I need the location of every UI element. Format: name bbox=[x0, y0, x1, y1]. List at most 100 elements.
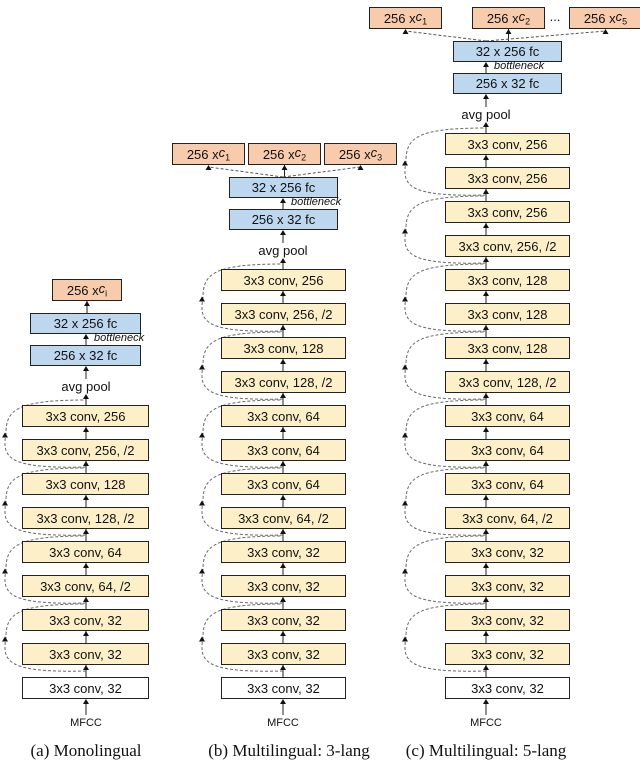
arrow-head-icon bbox=[280, 393, 286, 398]
arrow-head-icon bbox=[402, 296, 408, 302]
fc-32x256-b: 32 x 256 fc bbox=[229, 177, 338, 198]
conv-layer-b-6: 3x3 conv, 64 bbox=[221, 473, 346, 495]
conv-layer-c-0: 3x3 conv, 256 bbox=[445, 133, 570, 155]
layer-label: 3x3 conv, 32 bbox=[49, 680, 122, 696]
output-dim: 256 x bbox=[383, 10, 416, 26]
layer-label: 3x3 conv, 256, /2 bbox=[234, 306, 333, 322]
arrow-head-icon bbox=[2, 432, 8, 438]
arrow-head-icon bbox=[483, 359, 489, 364]
layer-label: 3x3 conv, 128 bbox=[45, 476, 126, 492]
avg-pool-b: avg pool bbox=[258, 243, 307, 258]
skip-connection bbox=[4, 467, 87, 536]
conv-layer-c-6: 3x3 conv, 128 bbox=[445, 337, 570, 359]
arrow-head-icon bbox=[83, 427, 89, 432]
layer-label: 3x3 conv, 64 bbox=[471, 408, 544, 424]
arrow-head-icon bbox=[280, 198, 286, 203]
arrow-head-icon bbox=[483, 122, 489, 127]
layer-label: 3x3 conv, 256, /2 bbox=[36, 442, 135, 458]
caption-b: (b) Multilingual: 3-lang bbox=[208, 741, 369, 761]
fc-256x32-b: 256 x 32 fc bbox=[229, 209, 338, 230]
arrow-head-icon bbox=[483, 597, 489, 602]
output-dim: 256 x bbox=[583, 10, 616, 26]
arrow-head-icon bbox=[402, 160, 408, 166]
arrow-head-icon bbox=[280, 359, 286, 364]
layer-label: 3x3 conv, 256 bbox=[45, 408, 126, 424]
arrow-head-icon bbox=[281, 165, 288, 170]
fc-label: 256 x 32 fc bbox=[251, 212, 316, 227]
arrow-head-icon bbox=[83, 461, 89, 466]
layer-label: 3x3 conv, 64 bbox=[247, 442, 320, 458]
output-layer-c-2: 256 x c5 bbox=[569, 7, 640, 29]
conv-layer-c-12: 3x3 conv, 32 bbox=[445, 541, 570, 563]
layer-label: 3x3 conv, 32 bbox=[247, 544, 320, 560]
caption-text: (b) Multilingual: 3-lang bbox=[208, 741, 370, 760]
arrow-head-icon bbox=[402, 432, 408, 438]
arrow-head-icon bbox=[483, 529, 489, 534]
output-layer-c-0: 256 x c1 bbox=[369, 7, 442, 29]
input-text: MFCC bbox=[470, 717, 502, 729]
skip-connection bbox=[201, 603, 284, 672]
layer-label: 3x3 conv, 128, /2 bbox=[234, 374, 333, 390]
arrow-head-icon bbox=[483, 62, 489, 67]
arrow-head-icon bbox=[83, 394, 89, 399]
conv-layer-a-5: 3x3 conv, 64, /2 bbox=[22, 575, 149, 597]
layer-label: 3x3 conv, 64 bbox=[471, 476, 544, 492]
arrow-head-icon bbox=[483, 563, 489, 568]
fc-256x32-a: 256 x 32 fc bbox=[30, 345, 141, 366]
arrow-head-icon bbox=[357, 165, 364, 170]
arrow-head-icon bbox=[280, 325, 286, 330]
arrow-head-icon bbox=[84, 301, 90, 306]
layer-label: 3x3 conv, 256 bbox=[467, 204, 548, 220]
conv-layer-b-1: 3x3 conv, 256, /2 bbox=[221, 303, 346, 325]
layer-label: 3x3 conv, 128 bbox=[467, 340, 548, 356]
class-count-var: c5 bbox=[615, 9, 628, 27]
fc-label: 256 x 32 fc bbox=[53, 348, 118, 363]
arrow-head-icon bbox=[2, 636, 8, 642]
conv-layer-c-5: 3x3 conv, 128 bbox=[445, 303, 570, 325]
input-text: MFCC bbox=[267, 717, 299, 729]
conv-layer-c-9: 3x3 conv, 64 bbox=[445, 439, 570, 461]
arrow-head-icon bbox=[280, 699, 286, 704]
skip-connection bbox=[404, 535, 487, 604]
arrow-head-icon bbox=[280, 258, 286, 263]
conv-layer-a-6: 3x3 conv, 32 bbox=[22, 609, 149, 631]
arrow-head-icon bbox=[280, 665, 286, 670]
skip-connection bbox=[404, 467, 487, 536]
arrow-head-icon bbox=[199, 364, 205, 370]
class-count-var: c2 bbox=[518, 9, 531, 27]
output-layer-b-2: 256 x c3 bbox=[324, 143, 397, 165]
arrow-head-icon bbox=[2, 568, 8, 574]
conv-layer-c-11: 3x3 conv, 64, /2 bbox=[445, 507, 570, 529]
arrow-head-icon bbox=[83, 366, 89, 371]
conv-layer-c-10: 3x3 conv, 64 bbox=[445, 473, 570, 495]
fc-32x256-c: 32 x 256 fc bbox=[453, 41, 562, 62]
arrow-head-icon bbox=[280, 563, 286, 568]
layer-label: 3x3 conv, 32 bbox=[247, 680, 320, 696]
skip-connection bbox=[404, 331, 487, 400]
conv-layer-b-0: 3x3 conv, 256 bbox=[221, 269, 346, 291]
layer-label: 3x3 conv, 256 bbox=[467, 136, 548, 152]
output-dim: 256 x bbox=[66, 282, 99, 298]
bottleneck-text: bottleneck bbox=[494, 60, 545, 72]
layer-label: 3x3 conv, 128 bbox=[467, 272, 548, 288]
arrow-head-icon bbox=[83, 631, 89, 636]
conv-layer-b-8: 3x3 conv, 32 bbox=[221, 541, 346, 563]
arrow-head-icon bbox=[483, 155, 489, 160]
arrow-head-icon bbox=[280, 529, 286, 534]
layer-label: 3x3 conv, 32 bbox=[247, 646, 320, 662]
conv-layer-b-7: 3x3 conv, 64, /2 bbox=[221, 507, 346, 529]
conv-layer-b-10: 3x3 conv, 32 bbox=[221, 609, 346, 631]
input-label-c: MFCC bbox=[470, 717, 502, 729]
fc-label: 32 x 256 fc bbox=[475, 44, 540, 59]
conv-layer-c-14: 3x3 conv, 32 bbox=[445, 609, 570, 631]
arrow-head-icon bbox=[83, 334, 89, 339]
arrow-head-icon bbox=[83, 597, 89, 602]
conv-layer-a-1: 3x3 conv, 256, /2 bbox=[22, 439, 149, 461]
arrow-head-icon bbox=[483, 665, 489, 670]
skip-connection bbox=[404, 263, 487, 332]
pool-label: avg pool bbox=[61, 379, 111, 394]
arrow-head-icon bbox=[402, 29, 409, 34]
output-layer-b-0: 256 x c1 bbox=[172, 143, 245, 165]
conv-layer-c-8: 3x3 conv, 64 bbox=[445, 405, 570, 427]
layer-label: 3x3 conv, 32 bbox=[471, 544, 544, 560]
